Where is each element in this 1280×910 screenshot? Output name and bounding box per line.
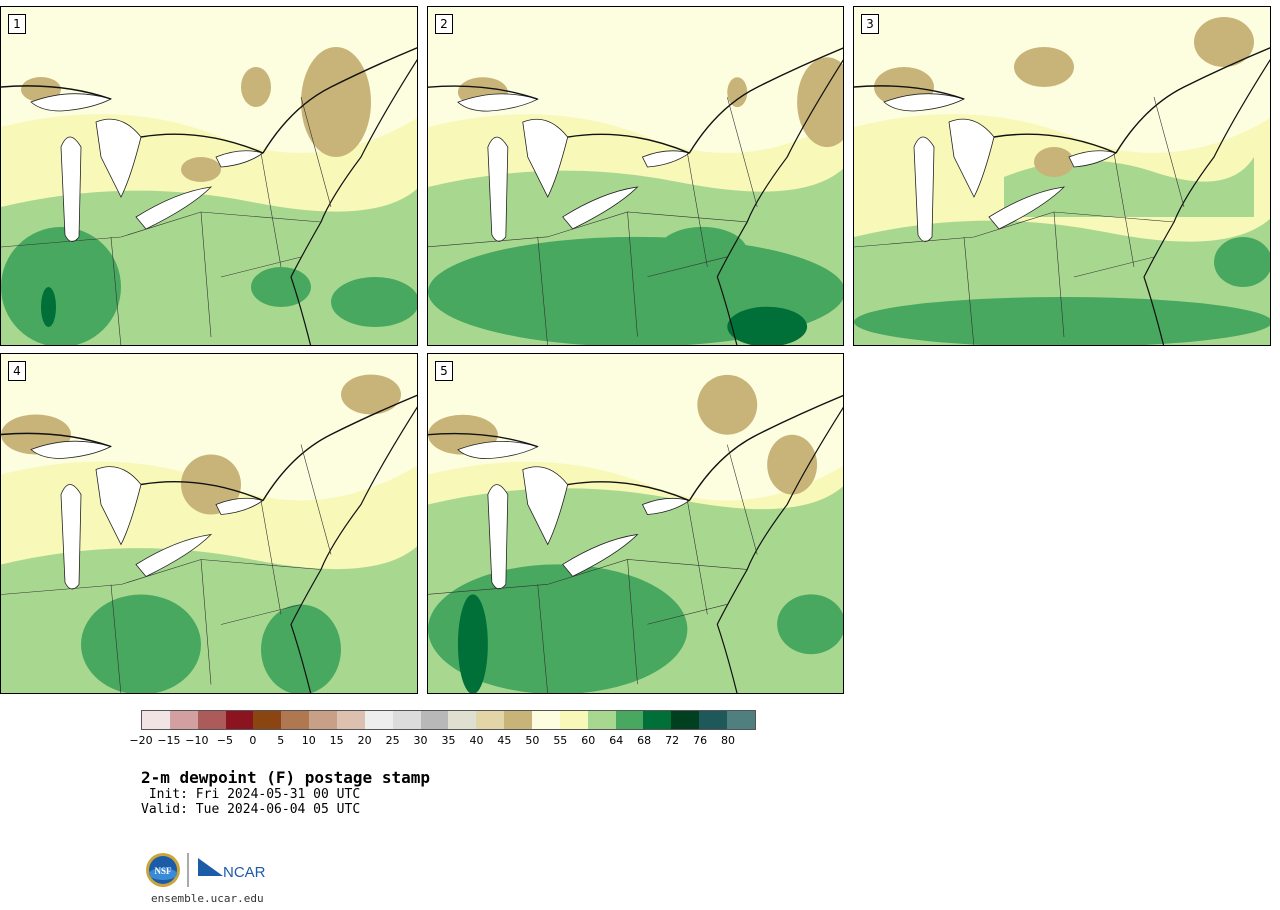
colorbar-swatch [392,711,421,729]
map-panel-1: 1 [0,6,418,346]
colorbar-swatch [559,711,588,729]
dewpoint-map [428,7,843,345]
colorbar-swatch [727,711,755,729]
map-panel-5: 5 [427,353,844,694]
colorbar-swatch [476,711,505,729]
panel-label: 1 [8,14,26,34]
dewpoint-map [1,354,417,693]
colorbar-tick-label: 64 [609,734,624,747]
colorbar-tick-label: 35 [441,734,456,747]
colorbar-swatch [615,711,644,729]
colorbar-swatch [532,711,560,729]
colorbar-tick-label: −20 [129,734,153,747]
colorbar-swatch [197,711,226,729]
colorbar-tick-label: 50 [525,734,540,747]
colorbar-tick-label: 20 [357,734,372,747]
colorbar-tick-label: −5 [216,734,233,747]
ncar-text: NCAR [223,864,266,881]
nsf-text: NSF [154,866,172,876]
website-url: ensemble.ucar.edu [151,892,264,905]
dewpoint-map [428,354,843,693]
colorbar-swatch [142,711,170,729]
colorbar-tick-label: 15 [329,734,344,747]
colorbar-swatch [448,711,477,729]
colorbar-swatch [281,711,310,729]
map-panel-3: 3 [853,6,1271,346]
colorbar-tick-label: 45 [497,734,512,747]
ncar-logo-icon: NCAR [198,858,266,881]
colorbar-tick-label: 60 [581,734,596,747]
colorbar-tick-label: 76 [693,734,708,747]
colorbar-swatch [671,711,700,729]
colorbar-tick-label: 30 [413,734,428,747]
colorbar-swatch [420,711,449,729]
panel-label: 4 [8,361,26,381]
colorbar-swatch [504,711,533,729]
colorbar-tick-label: −15 [157,734,181,747]
colorbar-swatch [643,711,672,729]
valid-time: Valid: Tue 2024-06-04 05 UTC [141,802,361,817]
map-panel-4: 4 [0,353,418,694]
nsf-logo-icon: NSF [146,853,180,887]
dewpoint-map [1,7,417,345]
colorbar-swatch [587,711,616,729]
colorbar-swatch [337,711,365,729]
colorbar-tick-label: 25 [385,734,400,747]
colorbar-tick-label: 10 [301,734,316,747]
logos: NSF NCAR [146,853,266,887]
init-time: Init: Fri 2024-05-31 00 UTC [141,787,361,802]
colorbar [141,710,756,730]
colorbar-tick-label: 80 [721,734,736,747]
colorbar-tick-label: 55 [553,734,568,747]
panel-label: 3 [861,14,879,34]
colorbar-swatch [225,711,254,729]
chart-title: 2-m dewpoint (F) postage stamp [141,768,430,787]
panel-label: 5 [435,361,453,381]
map-panel-2: 2 [427,6,844,346]
colorbar-tick-label: 0 [249,734,257,747]
colorbar-tick-label: 5 [277,734,285,747]
colorbar-ticks: −20 −15 −10 −5 0 5 10 15 20 25 30 35 40 45 50 55 60 64 68 7… [129,734,756,750]
colorbar-tick-label: −10 [185,734,209,747]
colorbar-swatch [309,711,338,729]
panel-label: 2 [435,14,453,34]
dewpoint-map [854,7,1270,345]
colorbar-tick-label: 72 [665,734,680,747]
colorbar-tick-label: 68 [637,734,652,747]
colorbar-swatch [364,711,393,729]
colorbar-tick-label: 40 [469,734,484,747]
colorbar-swatch [169,711,198,729]
colorbar-swatch [253,711,282,729]
colorbar-swatch [699,711,728,729]
